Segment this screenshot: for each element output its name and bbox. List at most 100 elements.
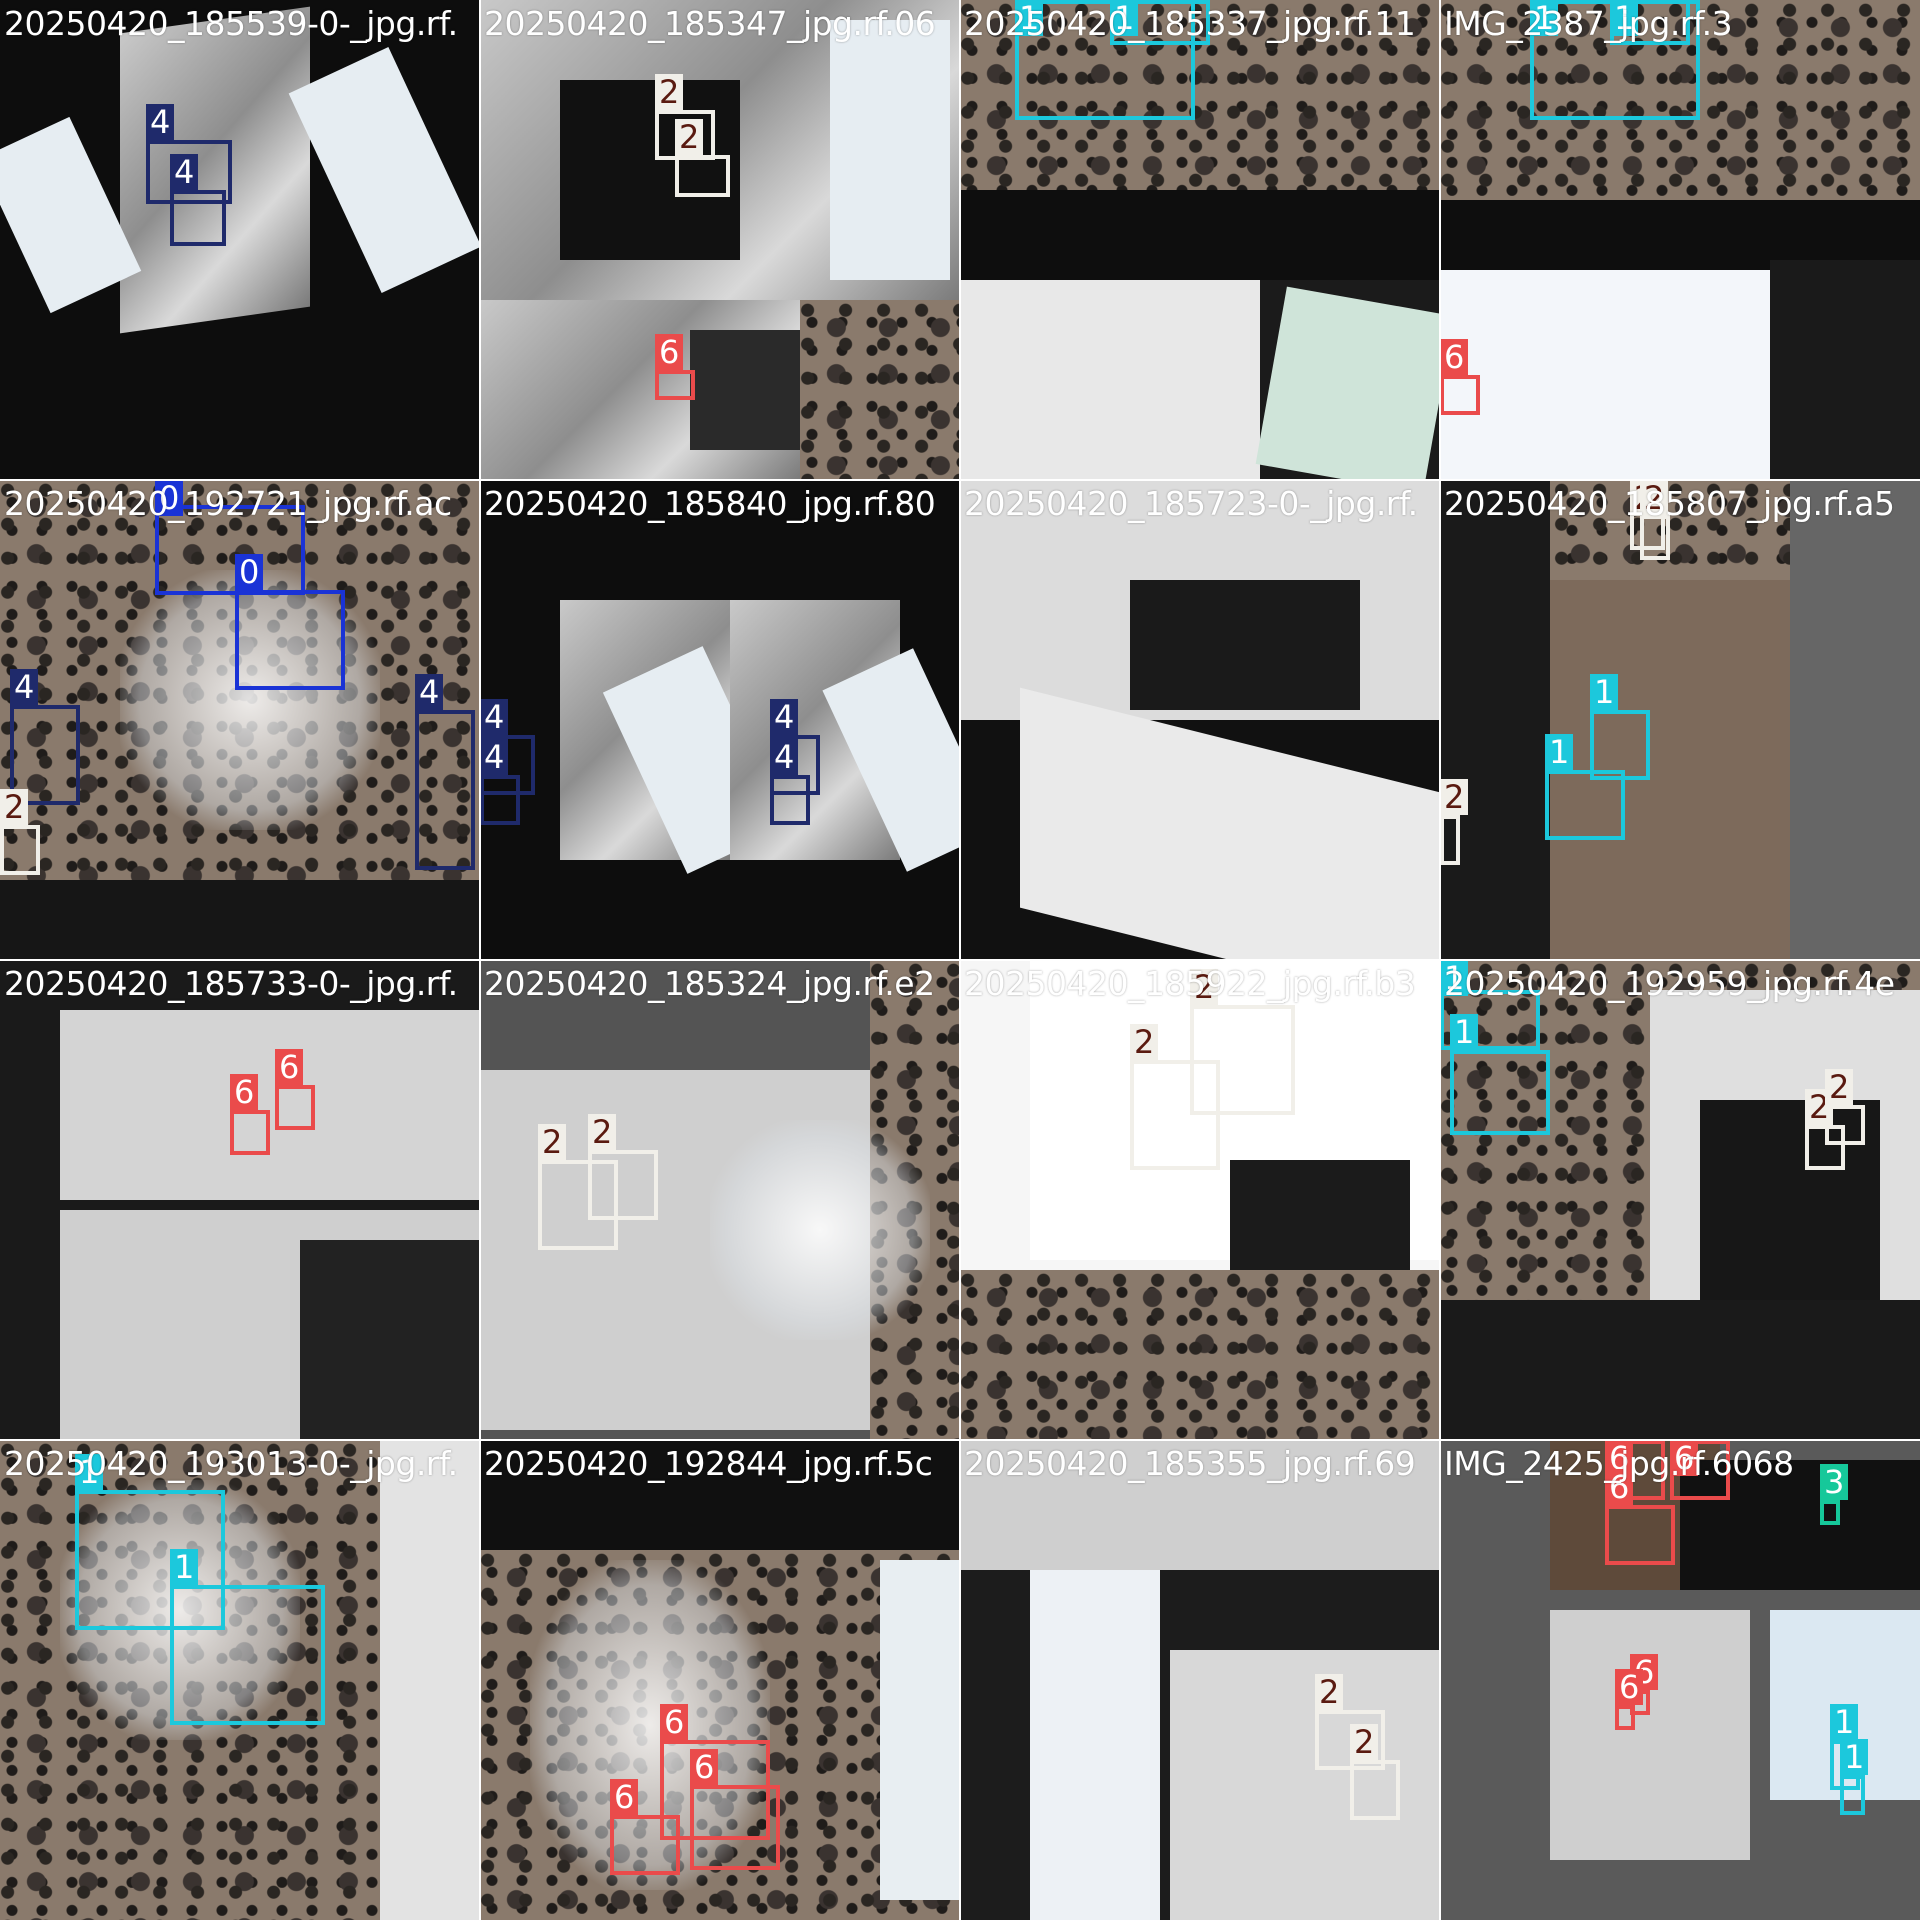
box-class-label: 4	[480, 739, 509, 775]
bounding-box-class-6	[1440, 375, 1480, 415]
bounding-box-class-2	[1640, 515, 1670, 560]
image-tile: 4 4 4 4 20250420_185840_jpg.rf.80	[480, 480, 960, 960]
box-class-label: 6	[690, 1749, 719, 1785]
box-class-label: 1	[1450, 1014, 1479, 1050]
box-class-label: 1	[1440, 960, 1469, 996]
box-class-label: 2	[1315, 1674, 1344, 1710]
bounding-box-class-4	[10, 705, 80, 805]
bounding-box-class-1	[1440, 990, 1540, 1050]
box-class-label: 1	[1590, 674, 1619, 710]
photo-region	[1440, 1300, 1920, 1440]
bounding-box-class-2	[1825, 1105, 1865, 1145]
box-class-label: 6	[1440, 339, 1469, 375]
image-tile: 6 6 6 20250420_192844_jpg.rf.5c	[480, 1440, 960, 1920]
image-tile: 2 2 20250420_185355_jpg.rf.69	[960, 1440, 1440, 1920]
box-class-label: 6	[275, 1049, 304, 1085]
bounding-box-class-4	[415, 710, 475, 870]
photo-region	[1700, 1100, 1880, 1300]
tile-filename: 20250420_192959_jpg.rf.4e	[1444, 964, 1895, 1003]
photo-region	[1130, 580, 1360, 710]
bounding-box-class-1	[1590, 710, 1650, 780]
photo-region	[530, 1560, 770, 1890]
box-class-label: 0	[155, 480, 184, 516]
image-tile: 6 6 6 3 6 6 1 1 IMG_2425_jpg.rf.6068	[1440, 1440, 1920, 1920]
tile-filename: 20250420_185733-0-_jpg.rf.	[4, 964, 458, 1003]
bounding-box-class-2	[1440, 815, 1460, 865]
photo-region	[1770, 260, 1920, 480]
box-class-label: 4	[480, 699, 509, 735]
photo-region	[710, 1120, 930, 1340]
box-class-label: 6	[1615, 1669, 1644, 1705]
box-class-label: 4	[415, 674, 444, 710]
photo-region	[1255, 286, 1440, 480]
bounding-box-class-4	[770, 775, 810, 825]
tile-filename: 20250420_192721_jpg.rf.ac	[4, 484, 452, 523]
bounding-box-class-4	[146, 140, 232, 204]
bounding-box-class-3	[1820, 1500, 1840, 1525]
bounding-box-class-6	[660, 1740, 770, 1840]
bounding-box-class-2	[0, 825, 40, 875]
bounding-box-class-6	[230, 1110, 270, 1155]
box-class-label: 2	[1640, 480, 1669, 516]
box-class-label: 3	[1820, 1464, 1849, 1500]
box-class-label: 6	[1605, 1469, 1634, 1505]
box-class-label: 2	[1130, 1024, 1159, 1060]
photo-region	[1440, 270, 1770, 480]
bounding-box-class-1	[170, 1585, 325, 1725]
box-class-label: 6	[1670, 1440, 1699, 1476]
image-tile: 6 6 20250420_185733-0-_jpg.rf.	[0, 960, 480, 1440]
image-tile: 0 0 4 4 2 20250420_192721_jpg.rf.ac	[0, 480, 480, 960]
photo-region	[120, 570, 380, 830]
image-tile: 2 2 6 20250420_185347_jpg.rf.06	[480, 0, 960, 480]
box-class-label: 6	[660, 1704, 689, 1740]
photo-region	[1790, 480, 1920, 960]
bounding-box-class-6	[610, 1815, 680, 1875]
photo-region	[690, 330, 800, 450]
photo-region	[1170, 1650, 1440, 1920]
photo-region	[960, 190, 1440, 280]
photo-region	[60, 1480, 300, 1740]
image-tile: 2 2 20250420_185324_jpg.rf.e2	[480, 960, 960, 1440]
bounding-box-class-2	[1350, 1760, 1400, 1820]
bounding-box-class-4	[480, 775, 520, 825]
bounding-box-class-0	[155, 505, 305, 595]
image-tile: 20250420_185723-0-_jpg.rf.	[960, 480, 1440, 960]
photo-region	[1440, 480, 1550, 960]
photo-region	[960, 1270, 1440, 1440]
bounding-box-class-6	[1615, 1705, 1635, 1730]
image-tile: 2 2 20250420_185922_jpg.rf.b3	[960, 960, 1440, 1440]
box-class-label: 1	[170, 1549, 199, 1585]
box-class-label: 1	[1015, 0, 1044, 36]
box-class-label: 1	[1830, 1704, 1859, 1740]
tile-filename: 20250420_185539-0-_jpg.rf.	[4, 4, 458, 43]
bounding-box-class-2	[588, 1150, 658, 1220]
photo-region	[800, 300, 960, 480]
tile-filename: 20250420_192844_jpg.rf.5c	[484, 1444, 933, 1483]
tile-filename: 20250420_185355_jpg.rf.69	[964, 1444, 1416, 1483]
image-tile: 1 1 6 IMG_2387_jpg.rf.3	[1440, 0, 1920, 480]
photo-region	[1550, 1610, 1750, 1860]
photo-region	[830, 20, 950, 280]
image-tile: 2211220250420_185807_jpg.rf.a5	[1440, 480, 1920, 960]
bounding-box-class-1	[1015, 0, 1195, 120]
bounding-box-class-4	[170, 190, 226, 246]
box-class-label: 4	[146, 104, 175, 140]
bounding-box-class-1	[1450, 1050, 1550, 1135]
box-class-label: 2	[0, 789, 29, 825]
tile-filename: 20250420_185807_jpg.rf.a5	[1444, 484, 1895, 523]
box-class-label: 4	[770, 739, 799, 775]
photo-region	[1680, 1460, 1920, 1590]
box-class-label: 6	[655, 334, 684, 370]
photo-region	[1230, 1160, 1410, 1270]
box-class-label: 1	[1530, 0, 1559, 36]
photo-region	[300, 1240, 480, 1440]
photo-region	[1030, 1570, 1160, 1920]
tile-filename: 20250420_185840_jpg.rf.80	[484, 484, 936, 523]
photo-region	[880, 1560, 960, 1900]
image-tile: 1 1 2 2 20250420_192959_jpg.rf.4e	[1440, 960, 1920, 1440]
photo-region	[60, 1010, 480, 1200]
bounding-box-class-6	[1605, 1505, 1675, 1565]
photo-region	[960, 1440, 1440, 1570]
bounding-box-class-6	[655, 370, 695, 400]
